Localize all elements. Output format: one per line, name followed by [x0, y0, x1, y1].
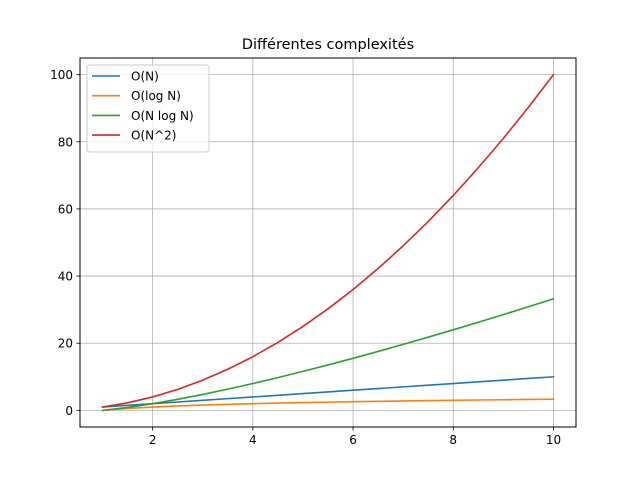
y-tick-label: 40 [58, 270, 73, 284]
y-tick-label: 80 [58, 135, 73, 149]
data-series [101, 73, 555, 412]
x-tick-label: 8 [449, 433, 457, 447]
series-line-3 [101, 73, 555, 408]
y-tick-label: 20 [58, 337, 73, 351]
plot-area-frame [79, 57, 577, 428]
y-tick-label: 0 [65, 404, 73, 418]
series-line-0 [101, 375, 555, 408]
legend-box [86, 64, 210, 153]
series-line-2 [101, 297, 555, 412]
x-tick-label: 4 [249, 433, 257, 447]
series-line-1 [101, 398, 555, 412]
x-axis-ticks: 2 4 6 8 10 [149, 427, 561, 447]
legend-label: O(N^2) [131, 129, 176, 143]
legend-label: O(N) [131, 70, 159, 84]
chart-title: Différentes complexités [242, 37, 414, 53]
y-tick-label: 100 [50, 68, 73, 82]
y-axis-ticks: 0 20 40 60 80 100 [50, 68, 80, 418]
x-tick-label: 10 [546, 433, 561, 447]
y-tick-label: 60 [58, 202, 73, 216]
x-tick-label: 2 [149, 433, 157, 447]
grid-lines [80, 58, 576, 427]
legend-label: O(N log N) [131, 109, 194, 123]
legend: O(N) O(log N) O(N log N) O(N^2) [86, 64, 210, 153]
legend-label: O(log N) [131, 89, 181, 103]
x-tick-label: 6 [349, 433, 357, 447]
